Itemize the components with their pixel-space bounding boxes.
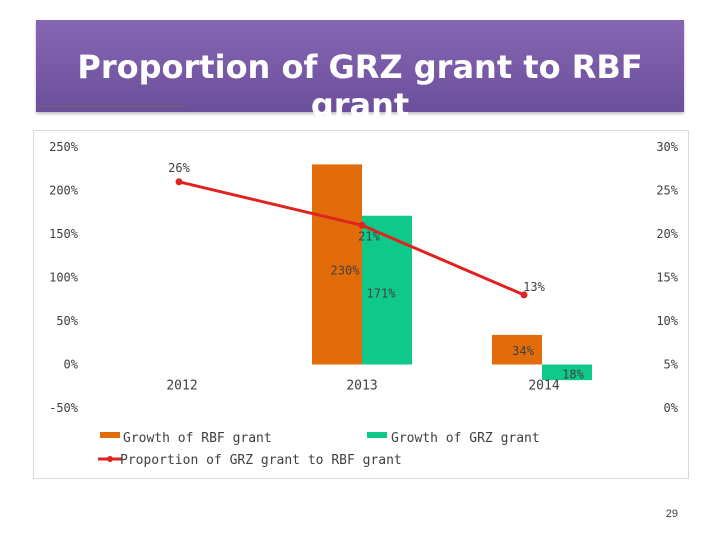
right-axis-tick: 15%	[656, 271, 678, 285]
legend-swatch-grz	[367, 432, 387, 438]
right-axis-tick: 5%	[664, 358, 679, 372]
line-data-label: 21%	[358, 229, 380, 243]
legend-label-grz: Growth of GRZ grant	[391, 431, 540, 446]
legend-swatch-ratio-dot	[107, 456, 113, 462]
right-axis-tick: 20%	[656, 227, 678, 241]
x-axis-tick: 2014	[528, 379, 559, 394]
page-number: 29	[665, 508, 678, 520]
right-axis-tick: 25%	[656, 184, 678, 198]
left-axis-tick: 250%	[49, 140, 79, 154]
right-axis-tick: 30%	[656, 140, 678, 154]
legend-label-ratio: Proportion of GRZ grant to RBF grant	[120, 453, 402, 468]
ratio-point-2012	[175, 178, 183, 186]
left-axis-tick: 150%	[49, 227, 79, 241]
chart-frame: -50% 0% 50% 100% 150% 200% 250% 0% 5% 10% 15% 20% 25…	[33, 130, 689, 479]
bar-data-label: 18%	[562, 368, 584, 382]
bar-rbf-2014	[492, 334, 542, 365]
bar-grz-2013	[362, 215, 412, 365]
bar-grz-2014	[542, 364, 592, 381]
title-underline	[36, 106, 186, 107]
bar-data-label: 230%	[331, 263, 361, 277]
line-data-label: 13%	[523, 280, 545, 294]
x-axis-tick: 2012	[166, 379, 197, 394]
combo-chart: -50% 0% 50% 100% 150% 200% 250% 0% 5% 10% 15% 20% 25…	[49, 140, 679, 468]
x-axis-tick: 2013	[346, 379, 377, 394]
left-axis-tick: 100%	[49, 271, 79, 285]
legend-label-rbf: Growth of RBF grant	[123, 431, 272, 446]
right-axis-tick: 10%	[656, 314, 678, 328]
left-axis-tick: -50%	[49, 401, 79, 415]
right-axis-tick: 0%	[664, 401, 679, 415]
bar-rbf-2013	[312, 164, 362, 365]
line-data-label: 26%	[168, 161, 190, 175]
title-banner: Proportion of GRZ grant to RBF grant	[36, 20, 684, 124]
legend-swatch-rbf	[100, 432, 120, 438]
ratio-point-2014	[520, 291, 528, 299]
left-axis-tick: 200%	[49, 184, 79, 198]
bar-data-label: 34%	[512, 344, 534, 358]
ratio-point-2013	[358, 221, 366, 229]
slide-title: Proportion of GRZ grant to RBF grant	[77, 48, 643, 124]
bar-data-label: 171%	[367, 287, 397, 301]
left-axis-tick: 0%	[64, 358, 79, 372]
left-axis-tick: 50%	[56, 314, 78, 328]
